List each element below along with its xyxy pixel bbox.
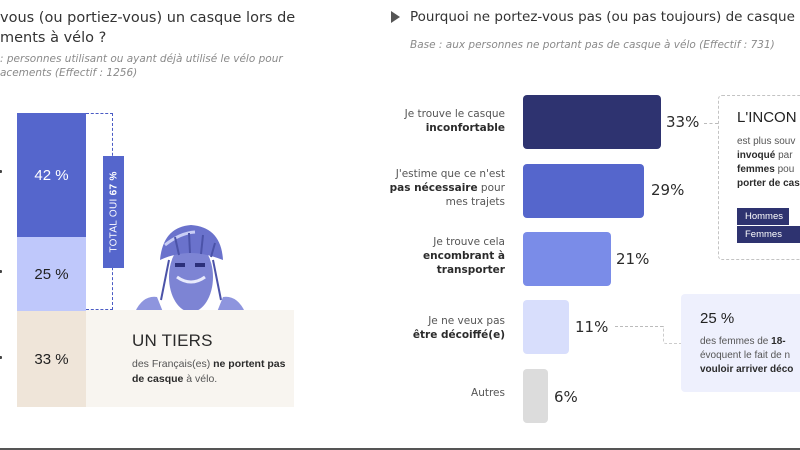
cropped-label-mark [0, 170, 2, 173]
label-line: pour [477, 182, 505, 194]
segment-25: 25 % [17, 237, 86, 311]
bar-value: 29% [651, 181, 685, 199]
total-value: 67 % [108, 171, 119, 196]
desc-line: pou [774, 164, 795, 175]
label-bold: transporter [436, 264, 505, 276]
bar-value: 21% [616, 250, 650, 268]
bar-value: 33% [666, 113, 700, 131]
left-cropped-labels [0, 170, 4, 370]
left-question-title: vous (ou portiez-vous) un casque lors de… [0, 8, 300, 48]
cyclist-helmet-illustration [135, 225, 245, 312]
segment-33: 33 % [17, 311, 86, 407]
left-title-line2: ments à vélo ? [0, 30, 107, 46]
hommes-label: Hommes [745, 211, 784, 222]
total-prefix: TOTAL OUI [108, 195, 119, 253]
label-line: Je trouve cela [433, 236, 505, 248]
label-bold: encombrant à [423, 250, 505, 262]
label-line: J'estime que ce n'est [395, 168, 505, 180]
desc-text: à vélo. [183, 373, 218, 385]
bar-label-inconfortable: Je trouve le casque inconfortable [375, 107, 505, 135]
desc-bold: porter de cas [737, 178, 800, 189]
bar-value: 11% [575, 318, 609, 336]
un-tiers-title: UN TIERS [132, 331, 213, 350]
total-oui-text: TOTAL OUI 67 % [108, 171, 119, 252]
stacked-helmet-bar: 42 % 25 % 33 % [17, 113, 86, 407]
segment-value: 42 % [34, 166, 69, 184]
right-base-note: Base : aux personnes ne portant pas de c… [410, 39, 775, 51]
desc-bold: femmes [737, 164, 775, 175]
un-tiers-description: des Français(es) ne portent pas de casqu… [132, 357, 292, 387]
left-base-line2: acements (Effectif : 1256) [0, 67, 138, 79]
bar-decoiffe [523, 300, 569, 354]
desc-bold: vouloir arriver déco [700, 364, 794, 375]
desc-line: évoquent le fait de n [700, 350, 791, 361]
play-triangle-icon [391, 11, 400, 23]
decoiffe-percentage: 25 % [700, 310, 735, 327]
desc-line: est plus souv [737, 136, 796, 147]
connector-line [615, 326, 663, 327]
bar-autres [523, 369, 548, 423]
inconfort-description: est plus souv invoqué par femmes pou por… [737, 135, 800, 191]
desc-line: des femmes de [700, 336, 772, 347]
label-line: Je ne veux pas [428, 315, 505, 327]
desc-bold: invoqué [737, 150, 776, 161]
segment-value: 33 % [34, 350, 69, 368]
un-tiers-callout-card [86, 310, 294, 407]
label-line: Je trouve le casque [404, 108, 505, 120]
total-oui-badge: TOTAL OUI 67 % [103, 156, 124, 268]
femmes-label: Femmes [745, 229, 782, 240]
decoiffe-description: des femmes de 18- évoquent le fait de n … [700, 335, 800, 377]
bar-label-autres: Autres [375, 386, 505, 400]
label-bold: être décoiffé(e) [412, 329, 505, 341]
desc-line: par [775, 150, 793, 161]
label-bold: pas nécessaire [389, 182, 478, 194]
left-title-line1: vous (ou portiez-vous) un casque lors de… [0, 10, 300, 26]
desc-bold: 18- [771, 336, 786, 347]
bar-label-pas-necessaire: J'estime que ce n'est pas nécessaire pou… [375, 167, 505, 209]
bottom-divider [0, 448, 800, 450]
bar-label-decoiffe: Je ne veux pas être décoiffé(e) [375, 314, 505, 342]
cropped-label-mark [0, 270, 2, 273]
bar-pas-necessaire [523, 164, 644, 218]
left-base-line1: : personnes utilisant ou ayant déjà util… [0, 53, 283, 65]
bar-label-encombrant: Je trouve cela encombrant à transporter [375, 235, 505, 277]
segment-value: 25 % [34, 265, 69, 283]
right-question-title: Pourquoi ne portez-vous pas (ou pas touj… [410, 9, 800, 25]
bar-value: 6% [554, 388, 578, 406]
bar-inconfortable [523, 95, 661, 149]
desc-bold: ne portent pas de casque [132, 358, 286, 385]
decoiffe-callout-card [681, 294, 800, 392]
hommes-bar: Hommes [737, 208, 789, 225]
inconfort-title: L'INCON [737, 109, 797, 126]
desc-text: des Français(es) [132, 358, 214, 370]
label-line: mes trajets [445, 196, 505, 208]
cropped-label-mark [0, 356, 2, 359]
femmes-bar: Femmes [737, 226, 800, 243]
left-base-note: : personnes utilisant ou ayant déjà util… [0, 52, 300, 80]
segment-42: 42 % [17, 113, 86, 237]
label-line: Autres [471, 387, 505, 399]
bar-encombrant [523, 232, 611, 286]
connector-line [704, 123, 718, 124]
connector-elbow [663, 326, 681, 344]
label-bold: inconfortable [425, 122, 505, 134]
